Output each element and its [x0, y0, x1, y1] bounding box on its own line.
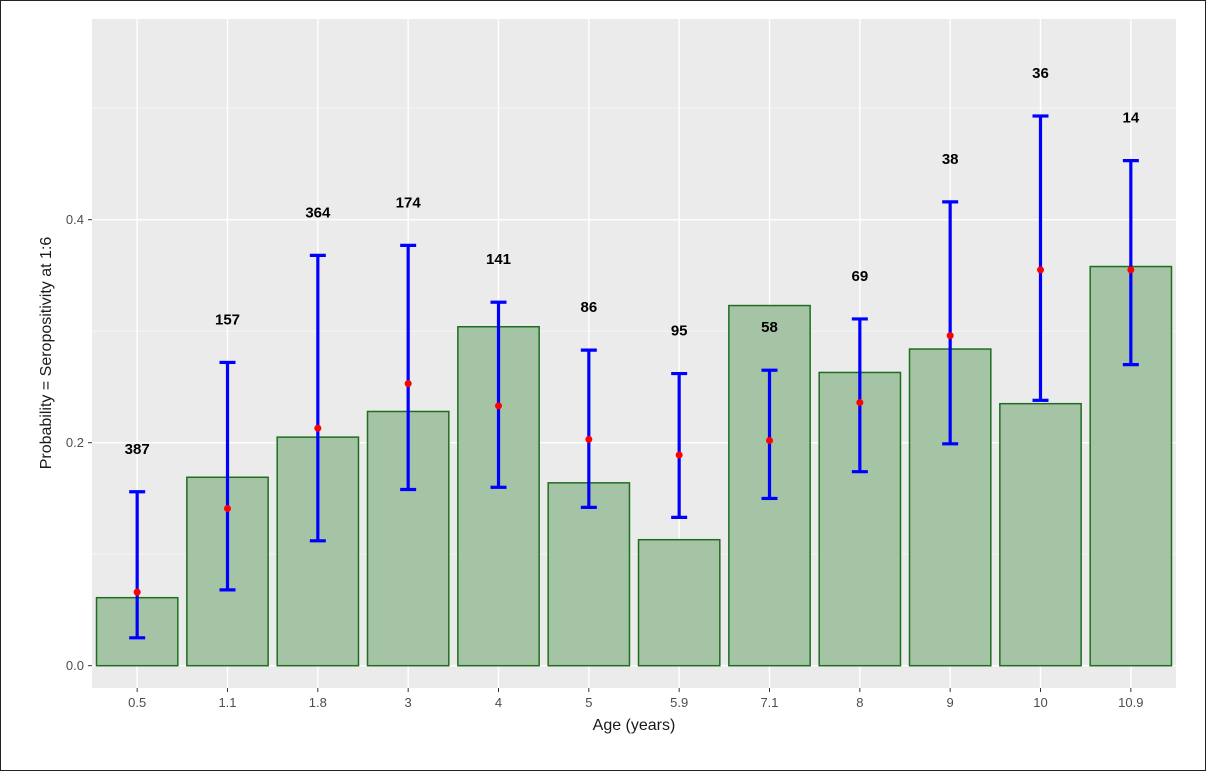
point-estimate [766, 436, 773, 444]
error-bar [942, 200, 959, 446]
y-axis-title: Probability = Seropositivity at 1:6 [38, 237, 55, 470]
y-axis: 0.0 0.2 0.4 [66, 212, 92, 673]
count-label: 14 [1122, 110, 1139, 127]
error-bar [1032, 114, 1049, 402]
bar [999, 402, 1082, 667]
x-tick-label: 8 [856, 695, 863, 710]
x-tick-label: 9 [947, 695, 954, 710]
point-estimate [1127, 266, 1135, 274]
error-bar [129, 490, 146, 640]
error-bar [580, 348, 597, 509]
x-axis-title: Age (years) [593, 717, 676, 734]
error-bar [219, 360, 236, 592]
count-label: 38 [942, 151, 959, 168]
error-bar [671, 371, 688, 520]
x-tick-label: 7.1 [760, 695, 778, 710]
count-label: 36 [1032, 65, 1049, 82]
x-tick-label: 4 [495, 695, 502, 710]
point-estimate [404, 380, 412, 388]
point-estimate [224, 504, 231, 512]
count-labels: 387 157 364 174 141 86 95 58 69 38 36 14 [125, 65, 1140, 458]
plot-panel [92, 19, 1176, 688]
point-estimate [675, 451, 683, 459]
x-tick-label: 5.9 [670, 695, 688, 710]
x-tick-label: 1.1 [218, 695, 236, 710]
count-label: 95 [671, 323, 688, 340]
point-estimate [1037, 266, 1044, 274]
point-estimate [946, 332, 954, 340]
error-bar [400, 243, 417, 492]
bar [637, 538, 721, 667]
x-tick-label: 10 [1033, 695, 1047, 710]
point-estimate [133, 588, 141, 596]
error-bars [129, 114, 1139, 640]
error-bar [309, 253, 326, 543]
x-tick-label: 5 [585, 695, 592, 710]
bar [547, 482, 631, 667]
point-estimate [856, 399, 864, 407]
error-bar [1122, 159, 1139, 367]
point-estimate [585, 435, 593, 443]
count-label: 157 [215, 311, 240, 328]
count-label: 141 [486, 251, 511, 268]
x-axis: 0.5 1.1 1.8 3 4 5 5.9 7.1 8 9 10 10.9 [128, 688, 1143, 710]
y-tick-label: 0.0 [66, 658, 84, 673]
count-label: 387 [125, 441, 150, 458]
error-bar [761, 368, 778, 501]
x-tick-label: 3 [405, 695, 412, 710]
count-label: 86 [580, 299, 597, 316]
point-estimate [314, 424, 322, 432]
minor-grid [92, 107, 1176, 555]
x-tick-label: 0.5 [128, 695, 146, 710]
count-label: 58 [761, 319, 778, 336]
error-bar [851, 317, 868, 474]
bars [95, 265, 1173, 667]
y-tick-label: 0.4 [66, 212, 84, 227]
point-estimates [133, 266, 1135, 596]
count-label: 69 [851, 268, 868, 285]
x-tick-label: 10.9 [1118, 695, 1143, 710]
error-bar [490, 300, 507, 489]
point-estimate [495, 402, 502, 410]
count-label: 174 [396, 194, 422, 211]
x-tick-label: 1.8 [309, 695, 327, 710]
count-label: 364 [305, 204, 331, 221]
y-tick-label: 0.2 [66, 435, 84, 450]
